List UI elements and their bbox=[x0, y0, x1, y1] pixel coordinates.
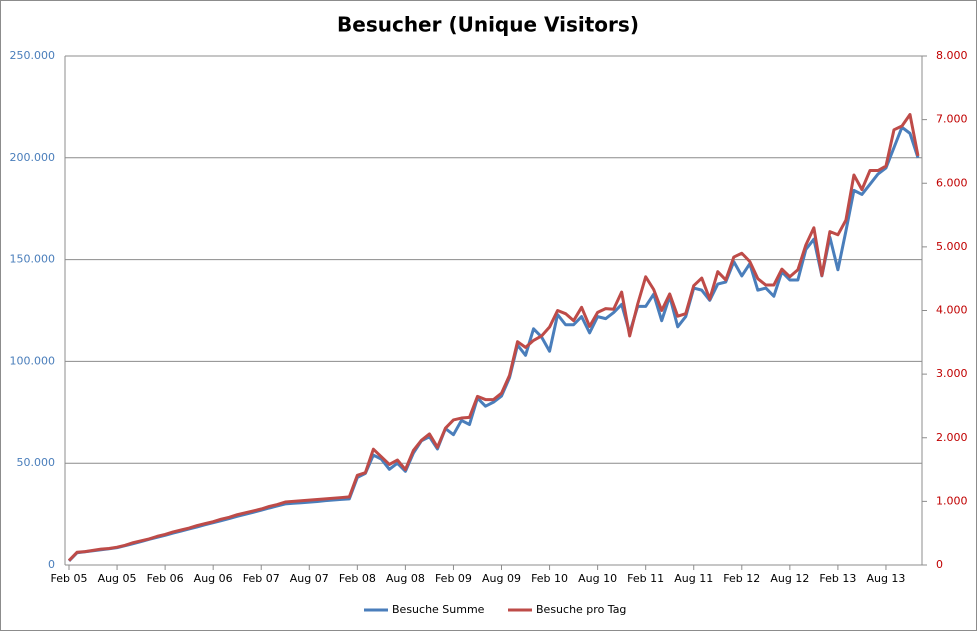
x-tick-label: Feb 11 bbox=[627, 572, 664, 585]
x-tick-label: Feb 10 bbox=[531, 572, 568, 585]
series-line bbox=[67, 113, 920, 562]
x-tick-label: Aug 06 bbox=[194, 572, 233, 585]
y-tick-label: 250.000 bbox=[10, 49, 56, 62]
chart-title: Besucher (Unique Visitors) bbox=[337, 13, 639, 37]
legend-label: Besuche pro Tag bbox=[536, 603, 626, 616]
y-tick-label: 200.000 bbox=[10, 151, 56, 164]
x-tick-label: Aug 10 bbox=[578, 572, 617, 585]
y2-tick-label: 8.000 bbox=[936, 49, 968, 62]
x-tick-label: Aug 12 bbox=[770, 572, 809, 585]
x-tick-label: Feb 09 bbox=[435, 572, 472, 585]
y2-tick-label: 7.000 bbox=[936, 113, 968, 126]
y2-tick-label: 5.000 bbox=[936, 240, 968, 253]
y-tick-label: 50.000 bbox=[17, 456, 56, 469]
x-tick-label: Feb 05 bbox=[51, 572, 88, 585]
x-tick-label: Feb 07 bbox=[243, 572, 280, 585]
y-tick-label: 0 bbox=[48, 558, 55, 571]
y2-tick-label: 2.000 bbox=[936, 431, 968, 444]
x-tick-label: Aug 09 bbox=[482, 572, 521, 585]
legend-label: Besuche Summe bbox=[392, 603, 485, 616]
y2-tick-label: 6.000 bbox=[936, 176, 968, 189]
x-tick-label: Aug 08 bbox=[386, 572, 425, 585]
x-tick-label: Feb 08 bbox=[339, 572, 376, 585]
y-tick-label: 100.000 bbox=[10, 354, 56, 367]
y-tick-label: 150.000 bbox=[10, 253, 56, 266]
x-tick-label: Aug 05 bbox=[98, 572, 137, 585]
x-tick-label: Aug 07 bbox=[290, 572, 329, 585]
y2-tick-label: 4.000 bbox=[936, 304, 968, 317]
y2-tick-label: 3.000 bbox=[936, 367, 968, 380]
y2-tick-label: 0 bbox=[936, 558, 943, 571]
x-tick-label: Feb 12 bbox=[723, 572, 760, 585]
x-tick-label: Feb 13 bbox=[819, 572, 856, 585]
y2-tick-label: 1.000 bbox=[936, 494, 968, 507]
x-tick-label: Aug 11 bbox=[674, 572, 713, 585]
x-tick-label: Aug 13 bbox=[866, 572, 905, 585]
x-tick-label: Feb 06 bbox=[147, 572, 184, 585]
